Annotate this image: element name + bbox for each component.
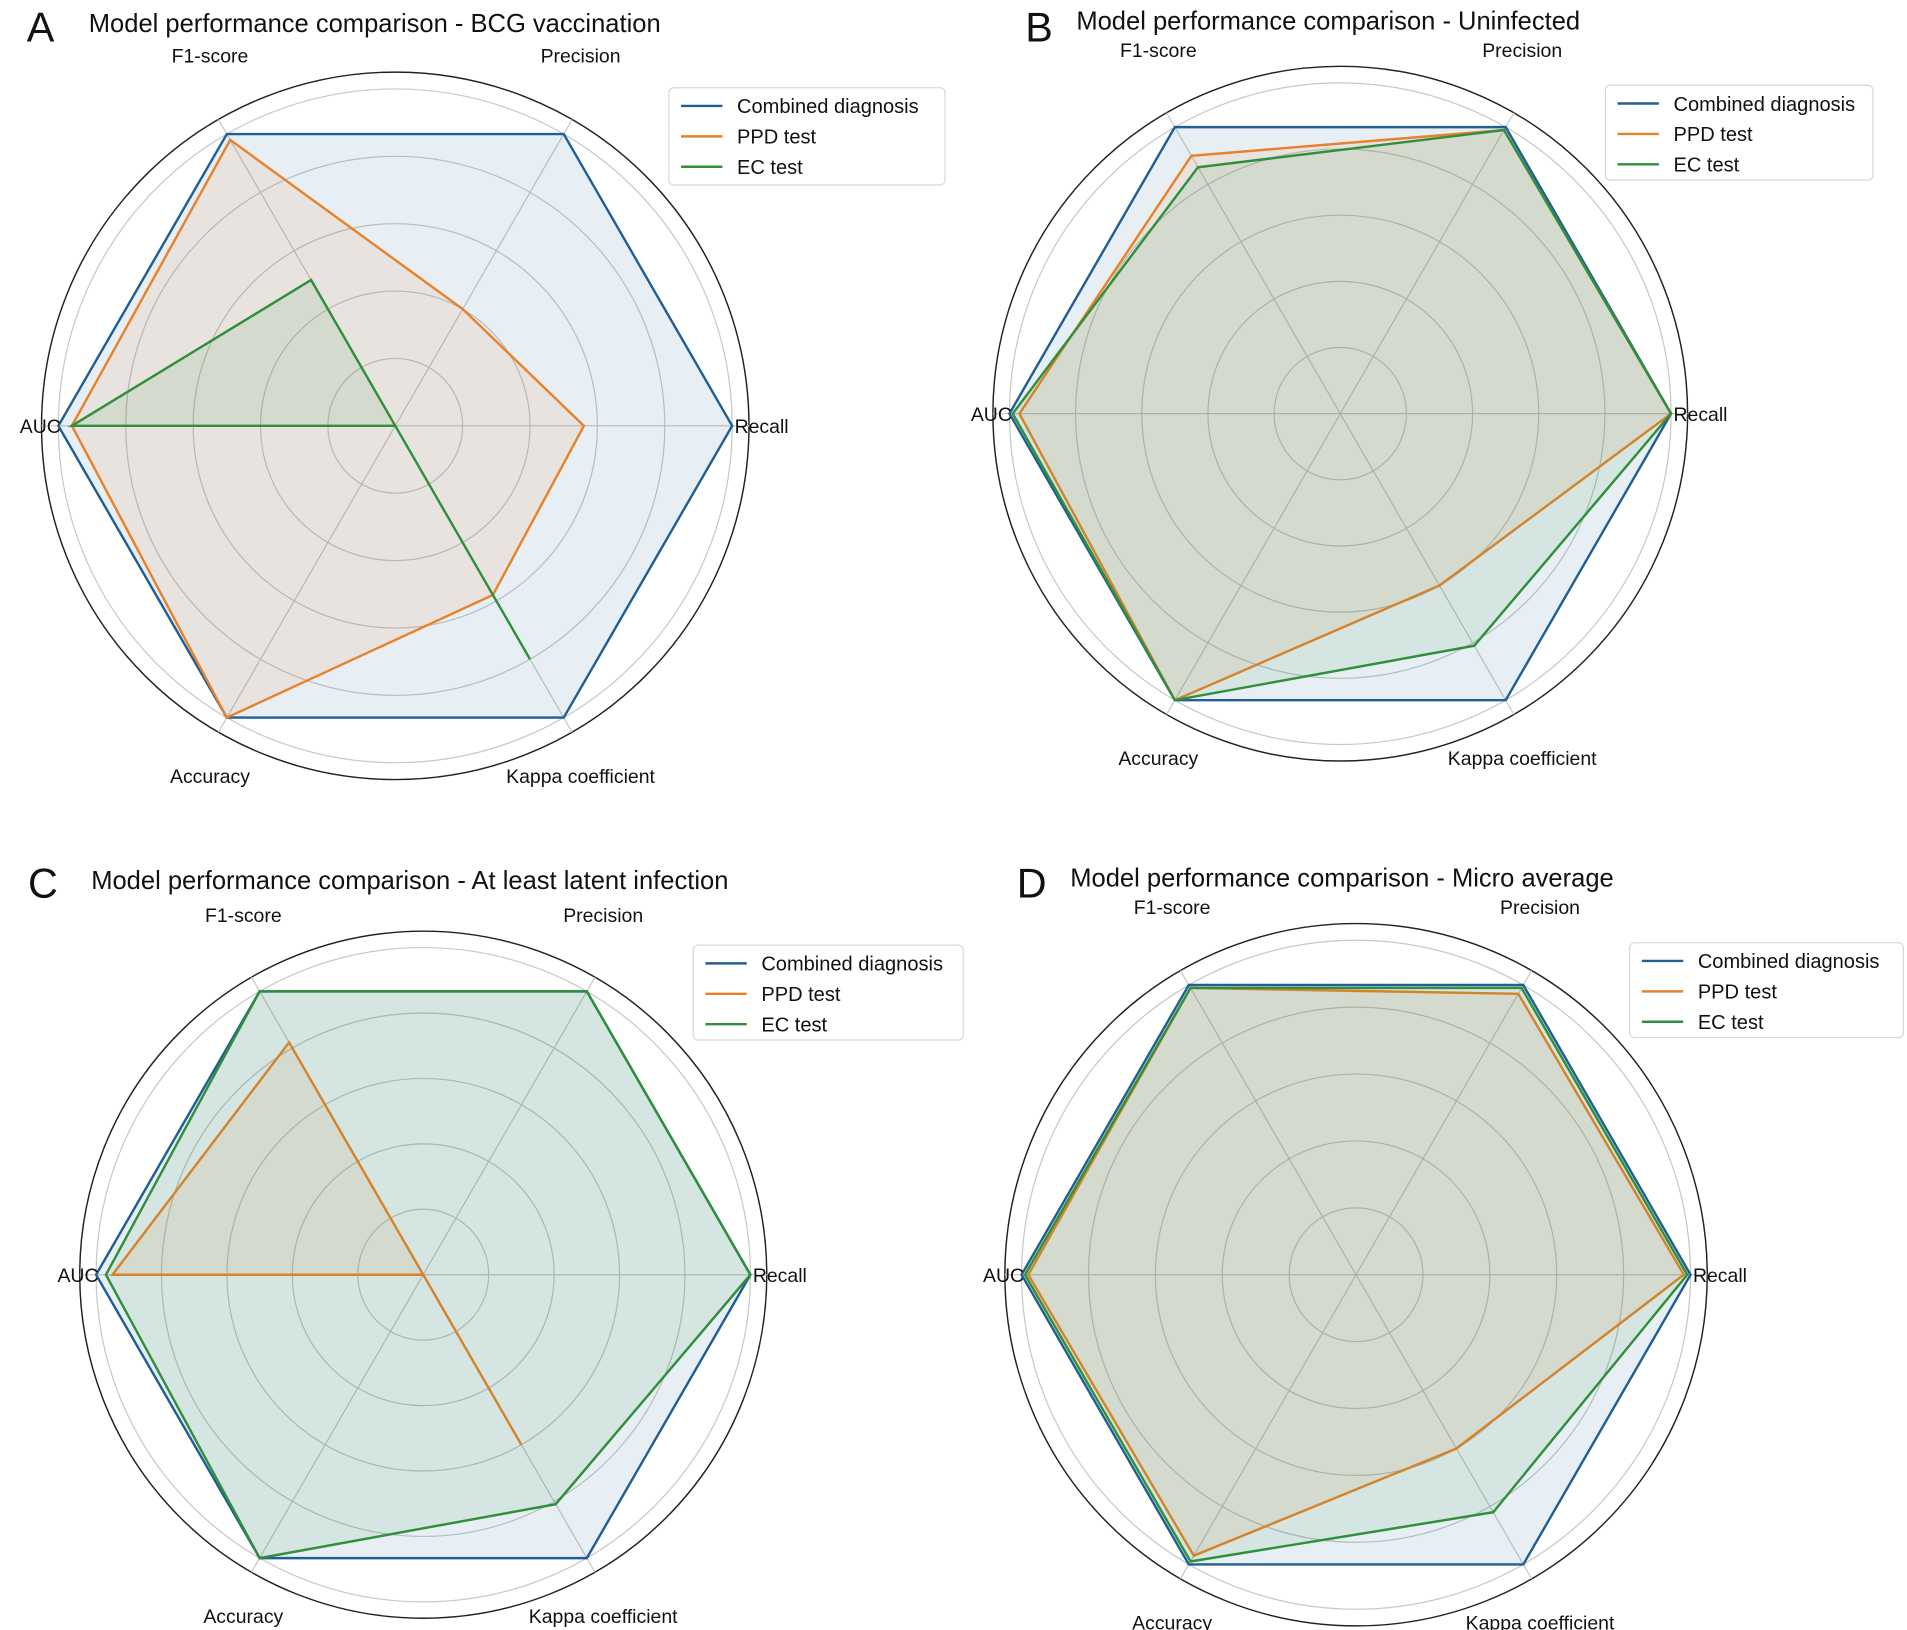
axis-label: Recall (1673, 404, 1727, 426)
axis-spoke (1166, 112, 1341, 414)
series-fill-ppd-test (71, 139, 584, 718)
radar-panel-d: D Model performance comparison - Micro av… (983, 861, 1904, 1630)
series-line-combined-diagnosis (1008, 125, 1673, 702)
legend-label: EC test (761, 1014, 827, 1036)
series-line-combined-diagnosis (56, 132, 734, 719)
axis-spoke (250, 1274, 424, 1573)
series-fill-ppd-test (112, 1042, 522, 1445)
legend-label: Combined diagnosis (1698, 951, 1880, 973)
axis-label: F1-score (172, 46, 249, 68)
chart-title: Model performance comparison - At least … (91, 867, 728, 895)
legend-label: PPD test (1673, 124, 1753, 146)
series-fill-combined-diagnosis (1009, 127, 1672, 701)
axis-label: Kappa coefficient (506, 766, 655, 788)
axis-label: Kappa coefficient (1448, 748, 1597, 770)
legend-box (668, 87, 946, 186)
radar-panel-a: A Model performance comparison - BCG vacc… (20, 4, 946, 788)
series-line-ec-test (1011, 128, 1673, 702)
radar-panel-c: C Model performance comparison - At least… (28, 861, 964, 1628)
axis-label: Kappa coefficient (529, 1606, 678, 1628)
series-fill-ec-test (1012, 130, 1672, 701)
series-fill-combined-diagnosis (1021, 985, 1691, 1565)
axis-label: Recall (735, 416, 789, 438)
axis-label: Precision (1500, 897, 1580, 919)
axis-label: F1-score (1134, 897, 1211, 919)
outer-frame-circle (40, 71, 750, 781)
legend: Combined diagnosis PPD test EC test (1629, 942, 1904, 1039)
legend-box (1604, 84, 1874, 181)
series-line-ppd-test (1026, 986, 1686, 1558)
chart-title: Model performance comparison - Micro ave… (1070, 865, 1613, 893)
legend-box (692, 944, 964, 1041)
legend: Combined diagnosis PPD test EC test (692, 944, 964, 1041)
legend-label: Combined diagnosis (737, 96, 919, 118)
axis-spoke (394, 119, 573, 427)
axis-label: AUC (983, 1265, 1024, 1287)
axis-label: F1-score (205, 905, 282, 927)
legend-box (1629, 942, 1904, 1039)
series-fill-ppd-test (1028, 987, 1684, 1556)
axis-label: Recall (753, 1265, 807, 1287)
axis-spoke (1179, 970, 1357, 1276)
series-line-ec-test (104, 990, 752, 1560)
series-line-ppd-test (110, 1040, 523, 1446)
legend: Combined diagnosis PPD test EC test (1604, 84, 1874, 181)
axis-spoke (1339, 413, 1515, 715)
axis-spoke (1179, 1274, 1357, 1580)
series-line-ec-test (1023, 986, 1689, 1563)
axis-label: AUC (20, 416, 61, 438)
series-fill-ppd-test (1019, 130, 1672, 701)
legend-label: PPD test (737, 127, 817, 149)
axis-label: Precision (541, 46, 621, 68)
axis-spoke (1339, 112, 1515, 414)
axis-label: Accuracy (1118, 748, 1198, 770)
axis-spoke (1166, 413, 1341, 715)
radar-panel-b: B Model performance comparison - Uninfect… (971, 4, 1874, 770)
legend-label: EC test (1698, 1012, 1764, 1034)
chart-title: Model performance comparison - Uninfecte… (1076, 7, 1580, 35)
axis-spoke (422, 976, 596, 1276)
axis-label: Recall (1693, 1265, 1747, 1287)
panel-letter: B (1025, 4, 1053, 50)
axis-spoke (1355, 970, 1533, 1276)
legend-label: Combined diagnosis (1673, 94, 1855, 116)
axis-label: Kappa coefficient (1466, 1613, 1615, 1630)
series-line-ec-test (67, 278, 532, 660)
legend-label: PPD test (761, 984, 841, 1006)
legend-label: EC test (1673, 155, 1739, 177)
axis-label: Precision (563, 905, 643, 927)
axis-label: Accuracy (203, 1606, 283, 1628)
axis-label: AUC (57, 1265, 98, 1287)
series-fill-ec-test (71, 279, 531, 660)
series-line-combined-diagnosis (1020, 983, 1692, 1566)
axis-label: Accuracy (1132, 1613, 1212, 1630)
axis-spoke (1355, 1274, 1533, 1580)
legend-label: PPD test (1698, 982, 1778, 1004)
axis-spoke (217, 425, 396, 733)
panel-letter: A (27, 4, 55, 50)
series-fill-ec-test (105, 991, 751, 1559)
legend: Combined diagnosis PPD test EC test (668, 87, 946, 186)
axis-label: F1-score (1120, 40, 1197, 62)
legend-label: EC test (737, 157, 803, 179)
series-fill-ec-test (1025, 987, 1688, 1562)
axis-label: AUC (971, 404, 1012, 426)
axis-label: Accuracy (170, 766, 250, 788)
chart-title: Model performance comparison - BCG vacci… (89, 10, 661, 38)
axis-label: Precision (1482, 40, 1562, 62)
panel-letter: C (28, 861, 58, 907)
panel-letter: D (1017, 861, 1047, 907)
legend-label: Combined diagnosis (761, 954, 943, 976)
